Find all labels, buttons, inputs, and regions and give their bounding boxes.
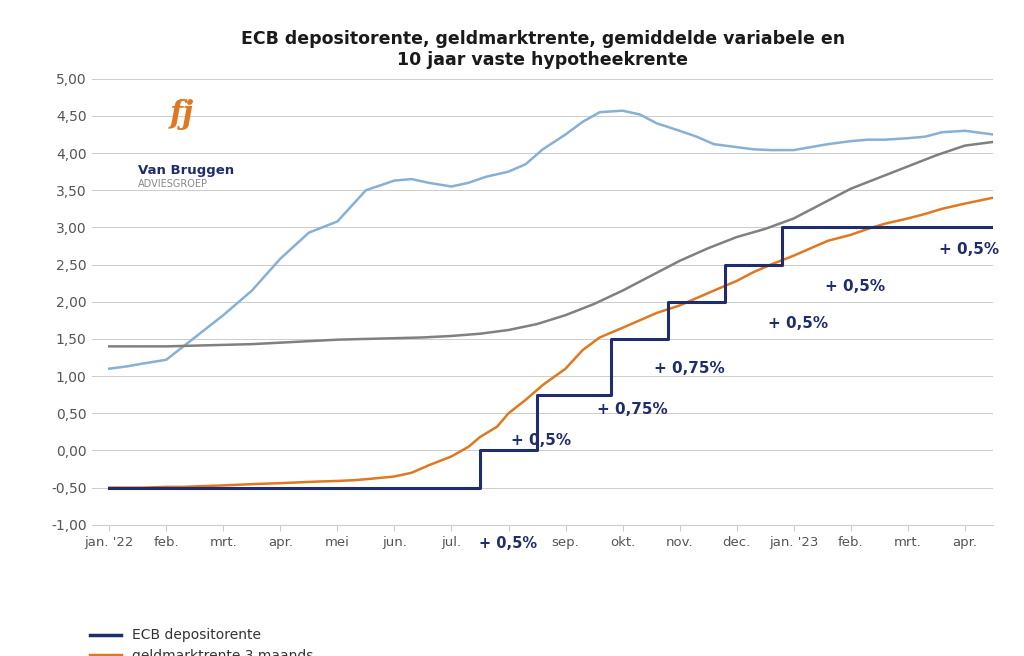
Text: fj: fj [170, 99, 194, 130]
Text: + 0,5%: + 0,5% [825, 279, 885, 295]
Text: Van Bruggen: Van Bruggen [138, 164, 234, 177]
Text: + 0,5%: + 0,5% [511, 433, 571, 448]
Text: + 0,75%: + 0,75% [654, 361, 725, 376]
Legend: ECB depositorente, geldmarktrente 3 maands, gemiddelde variabele hypotheekrente : ECB depositorente, geldmarktrente 3 maan… [90, 628, 493, 656]
Text: + 0,5%: + 0,5% [939, 242, 999, 257]
Text: + 0,5%: + 0,5% [768, 316, 828, 331]
Title: ECB depositorente, geldmarktrente, gemiddelde variabele en
10 jaar vaste hypothe: ECB depositorente, geldmarktrente, gemid… [241, 30, 845, 69]
Text: ADVIESGROEP: ADVIESGROEP [138, 179, 208, 189]
Text: + 0,75%: + 0,75% [597, 402, 668, 417]
